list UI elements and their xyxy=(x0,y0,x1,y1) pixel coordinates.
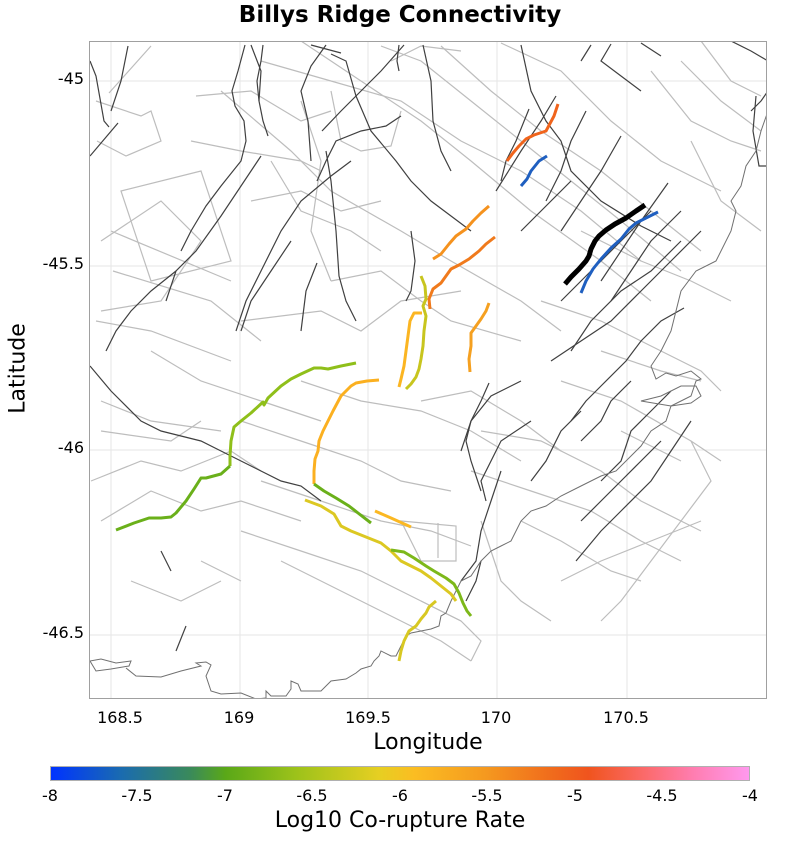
colorbar-tick-label: -5 xyxy=(567,786,583,805)
fault-rate-m5.4 xyxy=(432,204,490,261)
coastline xyxy=(90,115,766,698)
fault-rate-m5.8b xyxy=(312,378,380,484)
colorbar-label: Log10 Co-rupture Rate xyxy=(274,808,526,833)
colorbar-tick-label: -6.5 xyxy=(296,786,328,805)
colorbar-tick-label: -8 xyxy=(42,786,58,805)
fault-rate-m5.8a xyxy=(397,311,422,388)
colorbar-tick-label: -7.5 xyxy=(121,786,153,805)
fault-rate-m6.2b xyxy=(397,599,437,662)
y-tick-label: -45.5 xyxy=(42,254,84,273)
fault-rate-m7.8b xyxy=(579,210,659,294)
co-rupture-faults xyxy=(115,103,659,662)
billys-ridge-fault xyxy=(563,202,647,286)
x-tick-label: 169.5 xyxy=(345,708,391,727)
colorbar xyxy=(50,766,750,781)
fault-rate-m6.7 xyxy=(390,548,473,617)
map-plot-area xyxy=(89,41,767,699)
colorbar-tick-label: -4.5 xyxy=(646,786,678,805)
chart-title: Billys Ridge Connectivity xyxy=(238,2,562,28)
colorbar-tick-label: -7 xyxy=(217,786,233,805)
x-tick-label: 169 xyxy=(223,708,255,727)
y-tick-label: -45 xyxy=(57,69,84,88)
y-tick-label: -46.5 xyxy=(42,623,84,642)
fault-rate-m6.9a xyxy=(115,464,231,532)
y-axis-label: Latitude xyxy=(5,323,31,414)
fault-traces-background xyxy=(90,42,766,652)
x-axis-label: Longitude xyxy=(373,730,483,755)
fault-rate-m5.2 xyxy=(427,235,496,310)
fault-rate-m6.6 xyxy=(228,361,357,466)
fault-map xyxy=(90,42,766,698)
fault-rate-m6.9b xyxy=(313,482,372,525)
x-tick-label: 168.5 xyxy=(97,708,143,727)
fault-rate-m7.8a xyxy=(519,154,548,187)
fault-rate-m5.0 xyxy=(505,103,560,162)
x-tick-label: 170.5 xyxy=(603,708,649,727)
fault-rate-m5.8c xyxy=(374,509,412,529)
fault-rate-m6.3 xyxy=(404,275,428,391)
fault-rate-m5.5 xyxy=(467,302,491,373)
colorbar-tick-label: -4 xyxy=(742,786,758,805)
colorbar-tick-label: -5.5 xyxy=(471,786,503,805)
fault-rate-m6.2a xyxy=(304,498,458,602)
colorbar-tick-label: -6 xyxy=(392,786,408,805)
x-tick-label: 170 xyxy=(480,708,512,727)
y-tick-label: -46 xyxy=(57,438,84,457)
